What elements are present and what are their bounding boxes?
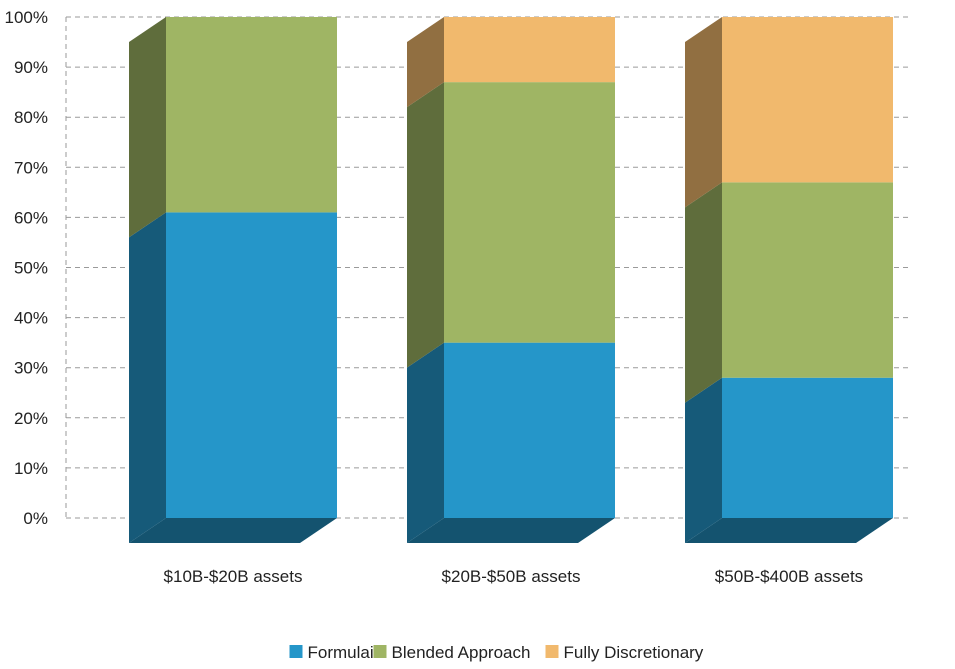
- legend-item-formulaic: Formulaic: [289, 643, 383, 662]
- legend-swatch: [545, 645, 559, 658]
- category-label: $50B-$400B assets: [715, 567, 863, 586]
- y-tick-label: 90%: [14, 58, 48, 77]
- bar-blended-approach: [444, 82, 615, 343]
- bar-bottom-face: [129, 518, 337, 543]
- y-tick-label: 60%: [14, 208, 48, 227]
- legend-swatch: [289, 645, 303, 658]
- legend-swatch: [373, 645, 387, 658]
- y-tick-label: 0%: [23, 509, 48, 528]
- bar-blended-approach: [166, 17, 337, 213]
- bar-formulaic: [722, 377, 893, 518]
- legend-label: Formulaic: [308, 643, 383, 662]
- y-axis-tick-labels: 0% 10% 20% 30% 40% 50% 60% 70% 80% 90% 100%: [5, 8, 48, 528]
- y-tick-label: 100%: [5, 8, 48, 27]
- category-label: $20B-$50B assets: [442, 567, 581, 586]
- bar-side-blended-approach: [129, 17, 166, 238]
- bar-side-blended-approach: [407, 82, 444, 368]
- legend-label: Fully Discretionary: [564, 643, 704, 662]
- bars: [129, 17, 893, 543]
- bar-fully-discretionary: [722, 17, 893, 183]
- bar-formulaic: [166, 212, 337, 518]
- bar-side-formulaic: [129, 212, 166, 543]
- y-tick-label: 80%: [14, 108, 48, 127]
- legend: Formulaic Blended Approach Fully Discretio…: [289, 643, 704, 662]
- bar-side-fully-discretionary: [407, 17, 444, 108]
- bar-side-fully-discretionary: [685, 17, 722, 208]
- bar-side-formulaic: [685, 377, 722, 543]
- category-labels: $10B-$20B assets $20B-$50B assets $50B-$40…: [164, 567, 864, 586]
- y-tick-label: 40%: [14, 309, 48, 328]
- y-tick-label: 10%: [14, 459, 48, 478]
- y-tick-label: 20%: [14, 409, 48, 428]
- bar-blended-approach: [722, 182, 893, 378]
- legend-item-blended-approach: Blended Approach: [373, 643, 531, 662]
- bar-side-formulaic: [407, 342, 444, 543]
- y-tick-label: 30%: [14, 359, 48, 378]
- bar-bottom-face: [407, 518, 615, 543]
- legend-label: Blended Approach: [392, 643, 531, 662]
- bar-bottom-face: [685, 518, 893, 543]
- y-tick-label: 70%: [14, 158, 48, 177]
- category-label: $10B-$20B assets: [164, 567, 303, 586]
- legend-item-fully-discretionary: Fully Discretionary: [545, 643, 704, 662]
- bar-formulaic: [444, 342, 615, 518]
- y-tick-label: 50%: [14, 259, 48, 278]
- bar-fully-discretionary: [444, 17, 615, 83]
- bar-side-blended-approach: [685, 182, 722, 403]
